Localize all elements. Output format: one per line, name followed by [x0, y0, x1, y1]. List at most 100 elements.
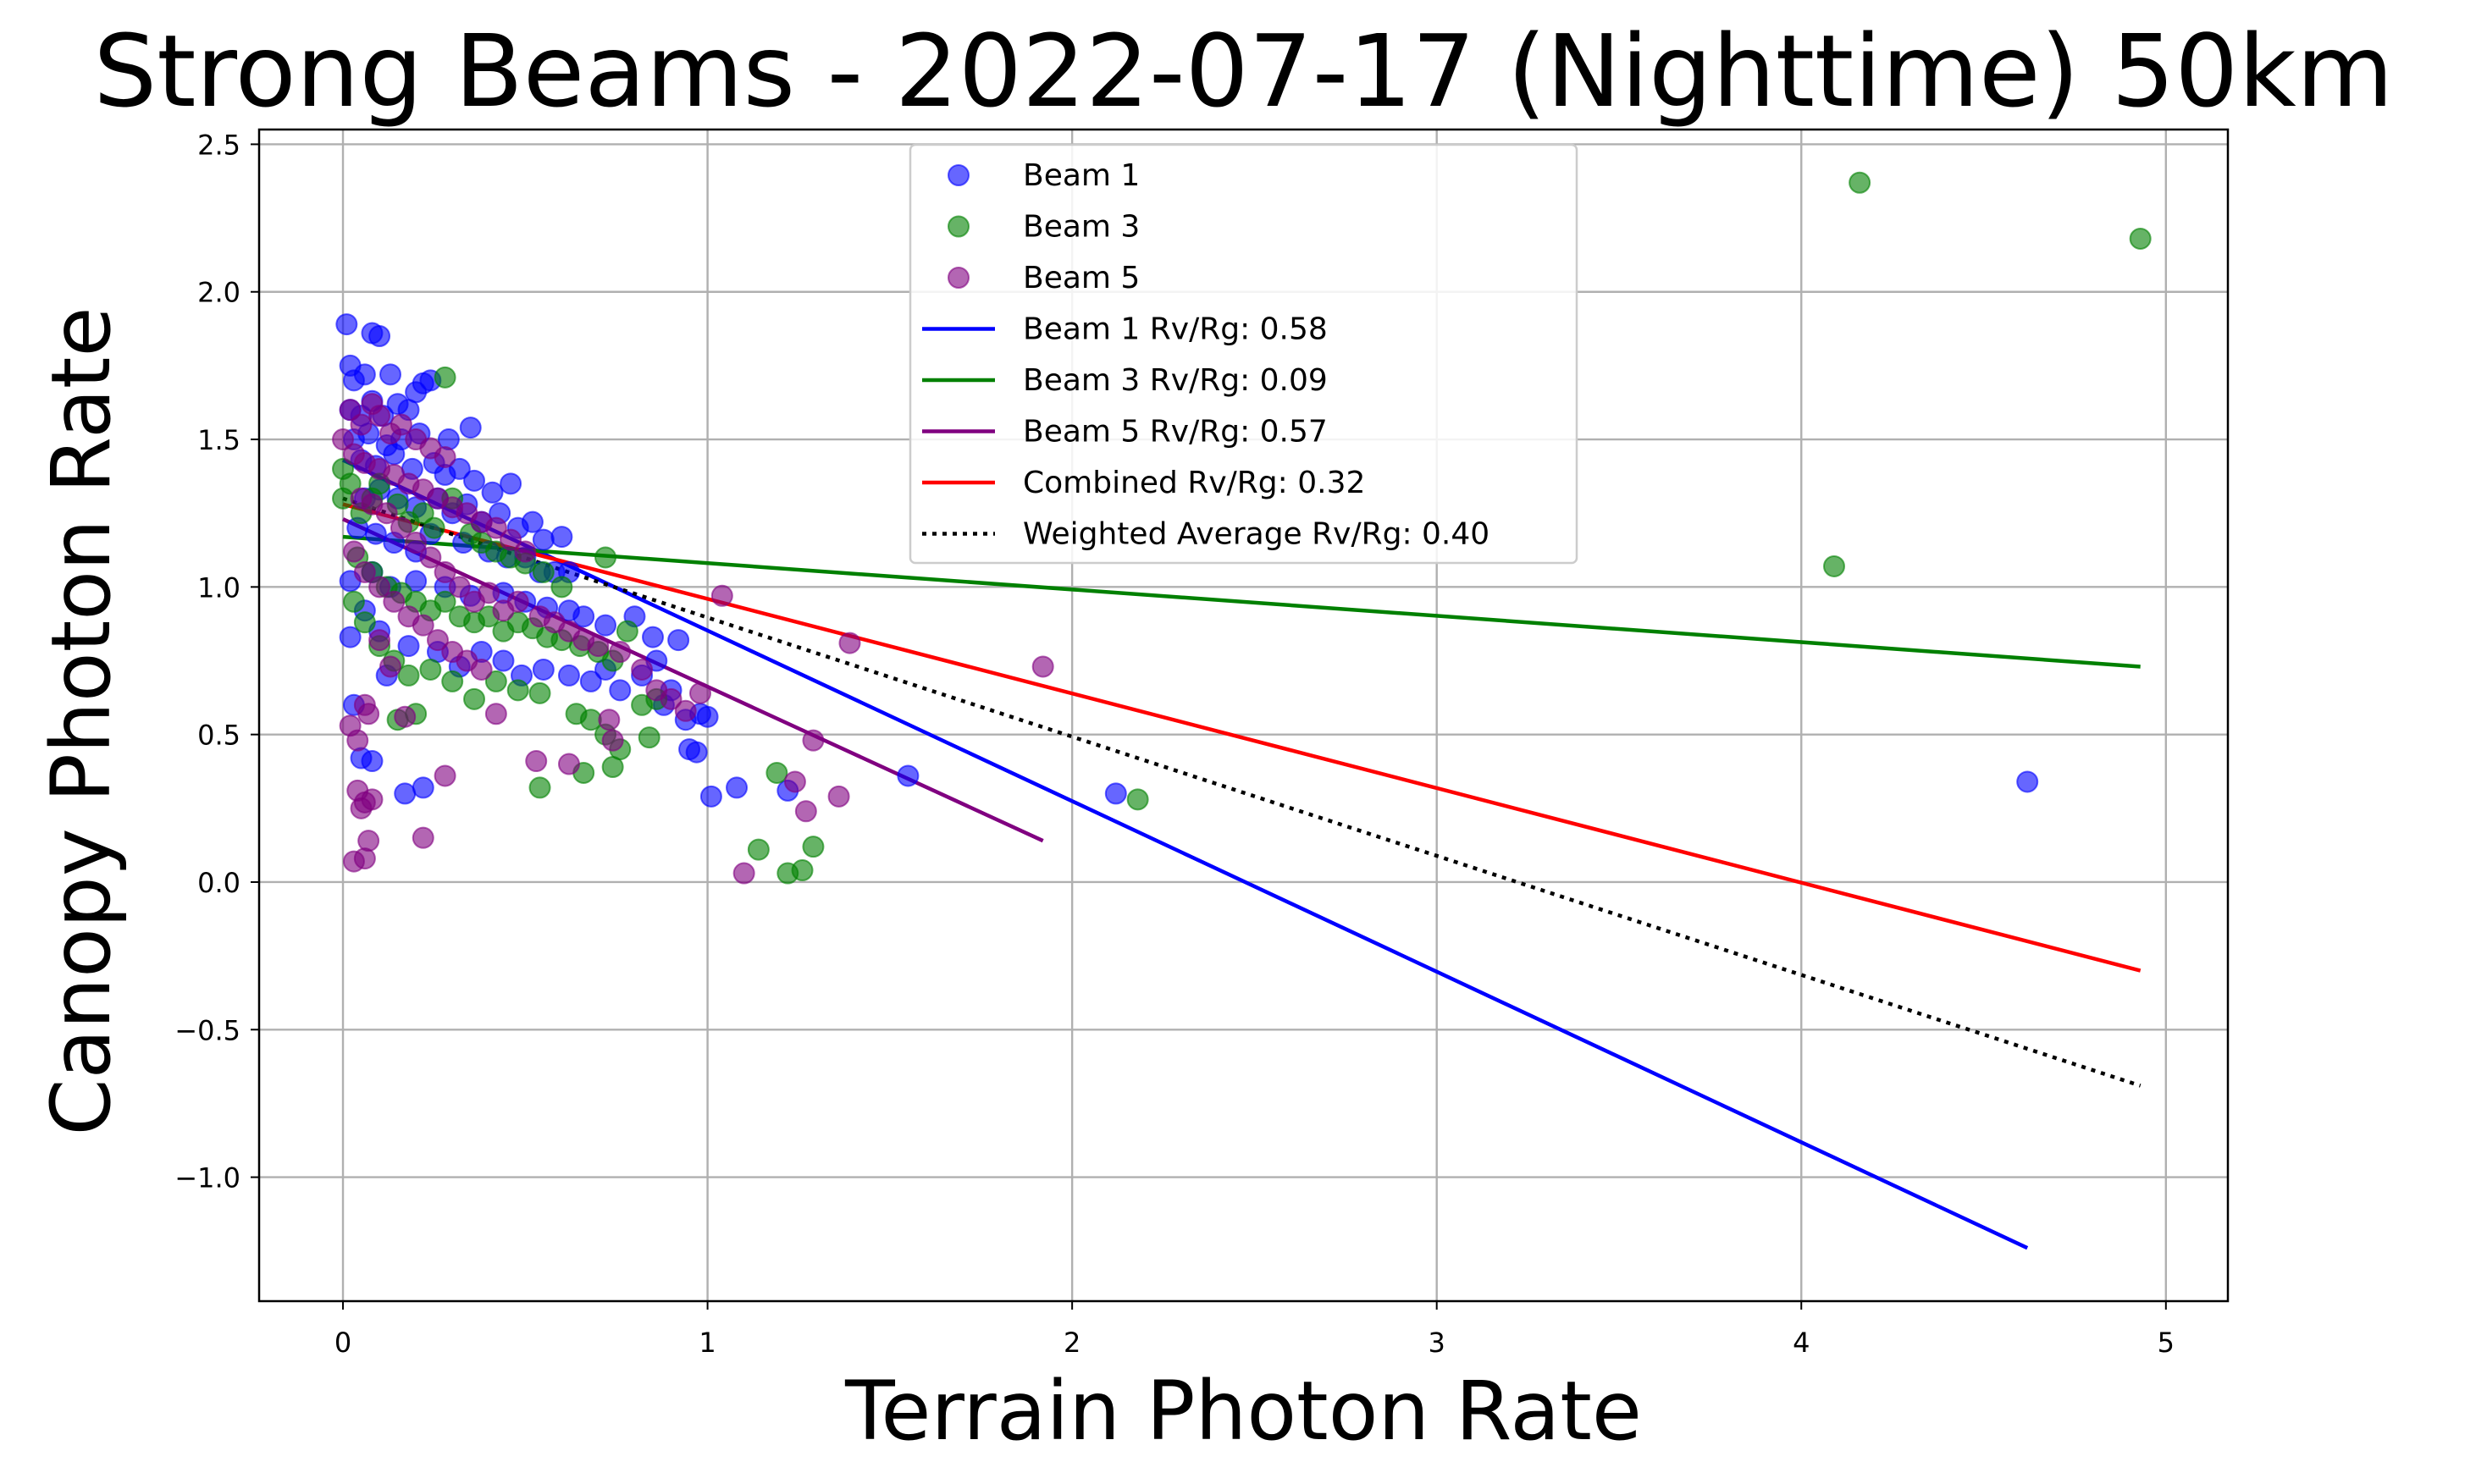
y-tick-label: 0.5	[197, 720, 240, 752]
beam-point-1	[699, 785, 722, 808]
beam-point-5	[426, 629, 449, 652]
beam-point-3	[484, 670, 507, 692]
beam-point-3	[353, 611, 376, 634]
beam-point-1	[557, 664, 580, 687]
beam-point-1	[897, 764, 920, 787]
beam-point-5	[448, 576, 471, 599]
beam-point-3	[2129, 227, 2152, 250]
y-tick-label: 2.5	[197, 129, 240, 161]
beam-point-3	[532, 560, 555, 583]
beam-point-3	[397, 664, 420, 687]
beam-point-5	[478, 582, 500, 604]
beam-point-1	[335, 313, 358, 336]
beam-point-3	[1126, 788, 1149, 811]
beam-point-5	[405, 532, 428, 554]
legend-label: Beam 1	[1023, 158, 1140, 193]
beam-point-5	[434, 764, 456, 787]
beam-point-5	[390, 413, 412, 436]
y-tick-label: −1.0	[174, 1162, 240, 1194]
beam-point-5	[688, 681, 711, 704]
beam-point-5	[587, 635, 610, 658]
x-axis-label: Terrain Photon Rate	[845, 1364, 1642, 1459]
beam-point-3	[638, 726, 660, 749]
beam-point-5	[412, 614, 434, 637]
y-tick-label: 2.0	[197, 277, 240, 309]
beam-point-1	[521, 510, 544, 533]
axis-ticks: 0 1 2 3 4 5 −1.0 −0.5 0.0 0.5 1.0 1.5 2.0 2.5	[174, 129, 2175, 1359]
beam-point-1	[459, 417, 482, 439]
beam-point-3	[506, 679, 529, 702]
regression-lines	[342, 458, 2142, 1250]
beam-point-1	[500, 472, 522, 495]
regression-line	[342, 496, 2142, 1088]
beam-point-5	[500, 528, 522, 551]
beam-point-3	[332, 487, 355, 510]
beam-point-1	[642, 626, 664, 648]
data-points	[332, 171, 2152, 885]
legend: Beam 1 Beam 3 Beam 5 Beam 1 Rv/Rg: 0.58 Beam…	[909, 143, 1578, 565]
beam-point-1	[448, 457, 471, 480]
legend-label: Combined Rv/Rg: 0.32	[1023, 466, 1365, 500]
x-tick-label: 5	[2158, 1327, 2175, 1359]
beam-point-5	[631, 658, 654, 681]
beam-point-5	[1031, 655, 1054, 678]
beam-point-5	[783, 770, 806, 793]
legend-marker	[948, 164, 970, 186]
beam-point-3	[765, 761, 788, 784]
beam-point-5	[525, 750, 548, 773]
beam-point-3	[550, 576, 573, 599]
beam-point-5	[484, 516, 507, 539]
beam-point-3	[434, 366, 456, 389]
regression-line	[342, 458, 2029, 1250]
legend-label: Beam 5 Rv/Rg: 0.57	[1023, 415, 1328, 450]
beam-point-5	[332, 428, 355, 451]
beam-point-5	[470, 658, 493, 681]
beam-point-5	[346, 729, 369, 752]
beam-point-5	[794, 800, 817, 823]
beam-point-5	[368, 629, 391, 652]
beam-point-5	[357, 830, 380, 852]
beam-point-5	[484, 703, 507, 725]
beam-point-1	[594, 614, 617, 637]
beam-point-3	[419, 658, 442, 681]
beam-point-1	[667, 629, 690, 652]
beam-point-5	[710, 584, 733, 607]
legend-box	[909, 143, 1578, 565]
beam-point-5	[732, 862, 755, 885]
x-tick-label: 0	[334, 1327, 351, 1359]
chart-title: Strong Beams - 2022-07-17 (Nighttime) 50…	[93, 13, 2394, 130]
beam-point-5	[660, 687, 683, 710]
beam-point-3	[747, 838, 770, 861]
beam-point-3	[601, 756, 624, 779]
beam-point-5	[339, 399, 362, 422]
beam-point-1	[353, 363, 376, 386]
beam-point-1	[368, 325, 391, 348]
beam-point-1	[726, 776, 749, 799]
beam-point-1	[463, 469, 486, 492]
beam-point-1	[550, 526, 573, 549]
beam-point-1	[609, 679, 632, 702]
beam-point-3	[434, 590, 456, 613]
beam-point-3	[412, 502, 434, 525]
beam-point-5	[601, 729, 624, 752]
beam-point-5	[434, 445, 456, 468]
beam-point-5	[353, 847, 376, 870]
beam-point-3	[528, 681, 551, 704]
beam-point-5	[838, 632, 861, 654]
beam-point-3	[1849, 171, 1871, 194]
beam-point-5	[557, 753, 580, 775]
y-tick-label: 1.5	[197, 424, 240, 456]
regression-line	[342, 502, 2142, 973]
beam-point-5	[609, 641, 632, 664]
beam-point-5	[342, 540, 365, 563]
beam-point-5	[353, 560, 376, 583]
beam-point-5	[379, 655, 401, 678]
y-tick-label: −0.5	[174, 1014, 240, 1046]
beam-point-1	[412, 776, 434, 799]
y-tick-label: 0.0	[197, 867, 240, 899]
legend-marker	[948, 215, 970, 238]
beam-point-5	[368, 405, 391, 428]
beam-point-5	[357, 703, 380, 725]
beam-point-3	[441, 670, 464, 692]
beam-point-1	[339, 626, 362, 648]
